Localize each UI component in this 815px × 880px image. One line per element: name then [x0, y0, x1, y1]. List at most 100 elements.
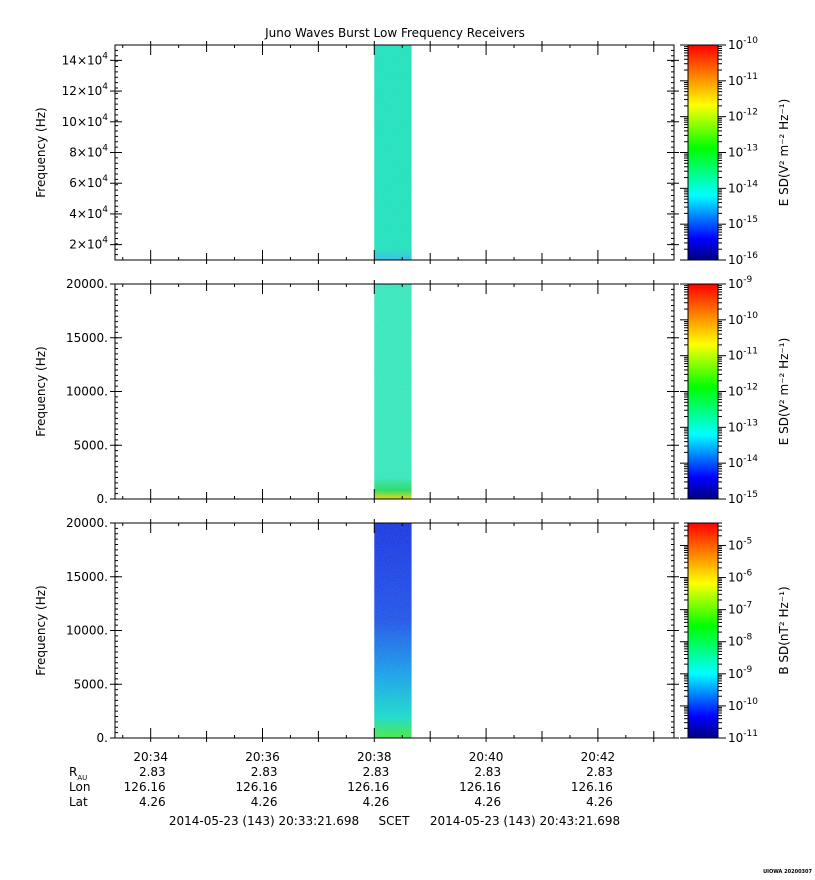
- y-tick-base: 12×10: [62, 84, 103, 98]
- ephemeris-value: 2.83: [139, 765, 166, 779]
- ephemeris-label-r-text: R: [69, 765, 77, 779]
- colorbar-tick-exp: -10: [743, 36, 758, 46]
- colorbar-tick-label: 10-12: [728, 383, 758, 399]
- y-tick-exp: 4: [102, 205, 108, 215]
- colorbar-tick-base: 10: [728, 699, 743, 713]
- spectrogram-noise: [374, 284, 412, 499]
- x-tick-label: 20:40: [469, 750, 504, 764]
- spectrogram-noise: [374, 523, 412, 738]
- colorbar-tick-label: 10-11: [728, 72, 758, 88]
- panel-2: 0. 5000. 10000. 15000. 20000. Frequency (Hz) 1…: [34, 275, 791, 506]
- colorbar-tick-exp: -12: [743, 108, 758, 118]
- y-tick-base: 5000.: [74, 438, 108, 452]
- y-tick-base: 6×10: [69, 176, 102, 190]
- colorbar-tick-label: 10-8: [728, 633, 753, 649]
- colorbar-tick-base: 10: [728, 313, 743, 327]
- colorbar-tick-base: 10: [728, 420, 743, 434]
- colorbar-tick-exp: -12: [743, 383, 758, 393]
- y-tick-label: 10000.: [66, 624, 108, 638]
- colorbar-tick-label: 10-15: [728, 215, 758, 231]
- colorbar-tick-base: 10: [728, 253, 743, 267]
- colorbar-tick-exp: -9: [743, 275, 752, 285]
- colorbar-tick-label: 10-7: [728, 601, 752, 617]
- colorbar-tick-label: 10-15: [728, 490, 758, 506]
- ephemeris-value: 2.83: [474, 765, 501, 779]
- y-tick-label: 8×104: [69, 144, 108, 160]
- colorbar-label: E SD(V² m⁻² Hz⁻¹): [777, 99, 791, 207]
- colorbar-tick-label: 10-13: [728, 418, 758, 434]
- y-axis-label: Frequency (Hz): [34, 107, 48, 198]
- y-axis-label: Frequency (Hz): [34, 585, 48, 676]
- colorbar-tick-exp: -6: [743, 569, 752, 579]
- colorbar-tick-exp: -7: [743, 601, 752, 611]
- colorbar: [687, 522, 719, 739]
- ephemeris-value: 4.26: [474, 795, 501, 809]
- footer-tag: UIOWA 20200307: [763, 869, 812, 875]
- colorbar-tick-base: 10: [728, 571, 743, 585]
- y-tick-exp: 4: [102, 236, 108, 246]
- ephemeris-value: 4.26: [363, 795, 390, 809]
- ephemeris-label-lon: Lon: [69, 780, 90, 794]
- spectrogram-noise: [374, 45, 412, 260]
- ephemeris-value: 4.26: [139, 795, 166, 809]
- colorbar-tick-exp: -8: [743, 633, 752, 643]
- y-tick-base: 15000.: [66, 331, 108, 345]
- y-tick-label: 0.: [97, 731, 108, 745]
- colorbar-tick-base: 10: [728, 603, 743, 617]
- y-tick-exp: 4: [102, 174, 108, 184]
- colorbar-tick-label: 10-11: [728, 347, 758, 363]
- y-tick-exp: 4: [102, 144, 108, 154]
- colorbar-tick-label: 10-12: [728, 108, 758, 124]
- panel-1: 2×1044×1046×1048×10410×10412×10414×104Fr…: [34, 36, 791, 267]
- colorbar-tick-label: 10-6: [728, 569, 753, 585]
- y-tick-base: 4×10: [69, 207, 102, 221]
- colorbar-tick-label: 10-9: [728, 275, 753, 291]
- x-tick-label: 20:36: [245, 750, 280, 764]
- ephemeris-value: 4.26: [586, 795, 613, 809]
- y-tick-label: 10000.: [66, 385, 108, 399]
- colorbar-tick-base: 10: [728, 731, 743, 745]
- y-tick-label: 15000.: [66, 331, 108, 345]
- colorbar-tick-base: 10: [728, 667, 743, 681]
- colorbar-tick-base: 10: [728, 110, 743, 124]
- colorbar-tick-label: 10-14: [728, 454, 758, 470]
- colorbar-tick-label: 10-10: [728, 36, 758, 52]
- colorbar-tick-base: 10: [728, 146, 743, 160]
- colorbar-tick-exp: -13: [743, 418, 758, 428]
- ephemeris-label-r-sub: AU: [77, 774, 87, 782]
- y-tick-label: 15000.: [66, 570, 108, 584]
- y-axis-label: Frequency (Hz): [34, 346, 48, 437]
- chart-title: Juno Waves Burst Low Frequency Receivers: [264, 26, 525, 40]
- ephemeris-value: 126.16: [347, 780, 389, 794]
- y-tick-base: 2×10: [69, 238, 102, 252]
- ephemeris-label-r: RAU: [69, 765, 87, 782]
- y-tick-exp: 4: [102, 82, 108, 92]
- y-tick-label: 10×104: [62, 113, 109, 129]
- colorbar-tick-exp: -13: [743, 144, 758, 154]
- colorbar: [687, 44, 719, 261]
- colorbar-tick-base: 10: [728, 385, 743, 399]
- colorbar-tick-label: 10-9: [728, 665, 753, 681]
- colorbar-tick-label: 10-13: [728, 144, 758, 160]
- colorbar-tick-exp: -5: [743, 536, 752, 546]
- colorbar-tick-exp: -11: [743, 72, 758, 82]
- colorbar-tick-base: 10: [728, 349, 743, 363]
- y-tick-label: 12×104: [62, 82, 109, 98]
- y-tick-label: 5000.: [74, 438, 108, 452]
- colorbar-tick-base: 10: [728, 538, 743, 552]
- colorbar-label: E SD(V² m⁻² Hz⁻¹): [777, 338, 791, 446]
- colorbar-tick-exp: -15: [743, 215, 758, 225]
- panel-3: 0. 5000. 10000. 15000. 20000. Frequency (Hz) 1…: [34, 516, 791, 745]
- colorbar-tick-base: 10: [728, 456, 743, 470]
- colorbar-tick-label: 10-11: [728, 729, 758, 745]
- colorbar-tick-base: 10: [728, 74, 743, 88]
- time-span-end: 2014-05-23 (143) 20:43:21.698: [430, 814, 620, 828]
- y-tick-label: 14×104: [62, 51, 109, 67]
- y-tick-label: 2×104: [69, 236, 108, 252]
- y-tick-base: 10000.: [66, 624, 108, 638]
- colorbar-label: B SD(nT² Hz⁻¹): [777, 586, 791, 674]
- y-tick-base: 15000.: [66, 570, 108, 584]
- y-tick-label: 0.: [97, 492, 108, 506]
- y-tick-label: 4×104: [69, 205, 108, 221]
